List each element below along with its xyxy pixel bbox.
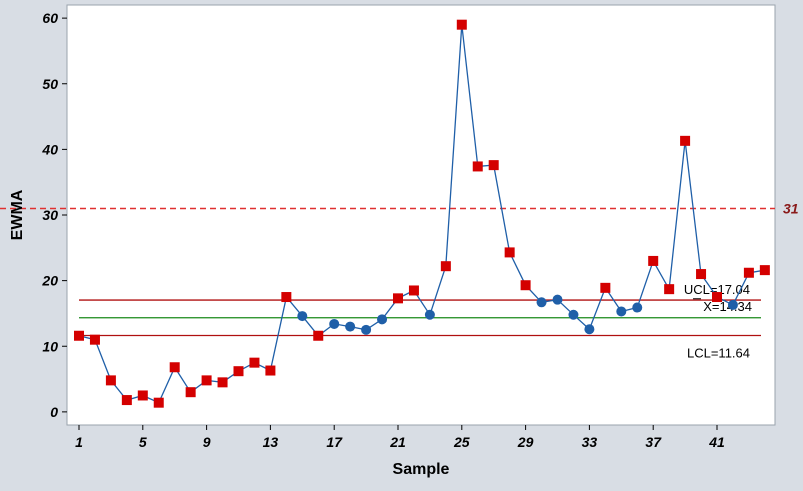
x-tick-label: 41 [708, 434, 725, 450]
x-tick-label: 33 [582, 434, 598, 450]
out-of-control-point [233, 366, 244, 377]
out-of-control-point [393, 293, 403, 304]
in-control-point [377, 314, 388, 325]
out-of-control-point [456, 19, 467, 30]
out-of-control-point [520, 280, 531, 291]
out-of-control-point [488, 160, 499, 171]
x-tick-label: 13 [263, 434, 279, 450]
y-tick-label: 50 [42, 76, 58, 92]
in-control-point [568, 309, 579, 320]
y-tick-label: 40 [41, 141, 58, 157]
center-label: X=14.34 [703, 299, 752, 314]
plot-area [66, 4, 776, 426]
x-tick-label: 1 [75, 434, 83, 450]
out-of-control-point [201, 375, 212, 386]
out-of-control-point [696, 269, 707, 280]
out-of-control-point [153, 397, 164, 408]
out-of-control-point [74, 330, 84, 341]
in-control-point [632, 302, 643, 313]
x-tick-label: 9 [203, 434, 211, 450]
out-of-control-point [249, 357, 260, 368]
out-of-control-point [472, 161, 483, 172]
out-of-control-point [89, 334, 100, 345]
x-tick-label: 29 [517, 434, 534, 450]
x-tick-label: 21 [389, 434, 406, 450]
out-of-control-point [664, 284, 675, 295]
out-of-control-point [408, 285, 419, 296]
out-of-control-point [759, 265, 770, 276]
in-control-point [552, 294, 563, 305]
out-of-control-point [265, 365, 276, 376]
y-tick-label: 30 [42, 207, 58, 223]
y-axis: 0 10 20 30 40 50 60 [41, 10, 67, 420]
out-of-control-point [600, 282, 611, 293]
out-of-control-point [217, 377, 228, 388]
out-of-control-point [185, 387, 196, 398]
lcl-label: LCL=11.64 [687, 345, 750, 360]
y-tick-label: 10 [42, 338, 58, 354]
in-control-point [536, 297, 547, 308]
in-control-point [727, 299, 738, 310]
in-control-point [345, 321, 356, 332]
out-of-control-point [712, 292, 722, 303]
out-of-control-point [121, 395, 132, 406]
out-of-control-point [313, 330, 324, 341]
out-of-control-point [440, 261, 451, 272]
x-axis-title: Sample [393, 461, 450, 478]
y-axis-title: EWMA [9, 189, 26, 240]
out-of-control-point [680, 135, 691, 146]
out-of-control-point [105, 375, 116, 386]
y-tick-label: 20 [41, 273, 58, 289]
out-of-control-point [137, 390, 148, 401]
out-of-control-point [169, 362, 180, 373]
y-tick-label: 60 [42, 10, 58, 26]
out-of-control-point [648, 255, 659, 266]
in-control-point [616, 306, 627, 317]
ucl-label: UCL=17.04 [684, 282, 750, 297]
in-control-point [361, 324, 372, 335]
out-of-control-point [743, 267, 754, 278]
x-axis: 1 5 9 13 17 21 25 29 33 37 41 [75, 425, 725, 450]
y-tick-label: 0 [50, 404, 58, 420]
in-control-point [329, 318, 340, 329]
ewma-markers [74, 19, 770, 408]
x-tick-label: 25 [453, 434, 470, 450]
x-tick-label: 37 [645, 434, 662, 450]
x-tick-label: 5 [139, 434, 147, 450]
in-control-point [424, 309, 435, 320]
out-of-control-point [504, 247, 515, 258]
in-control-point [297, 311, 308, 322]
reference-line-label: 31 [783, 200, 799, 216]
x-tick-label: 17 [326, 434, 343, 450]
out-of-control-point [281, 292, 292, 303]
control-limits: UCL=17.04 X=14.34 LCL=11.64 31 [0, 200, 799, 360]
in-control-point [584, 324, 595, 335]
